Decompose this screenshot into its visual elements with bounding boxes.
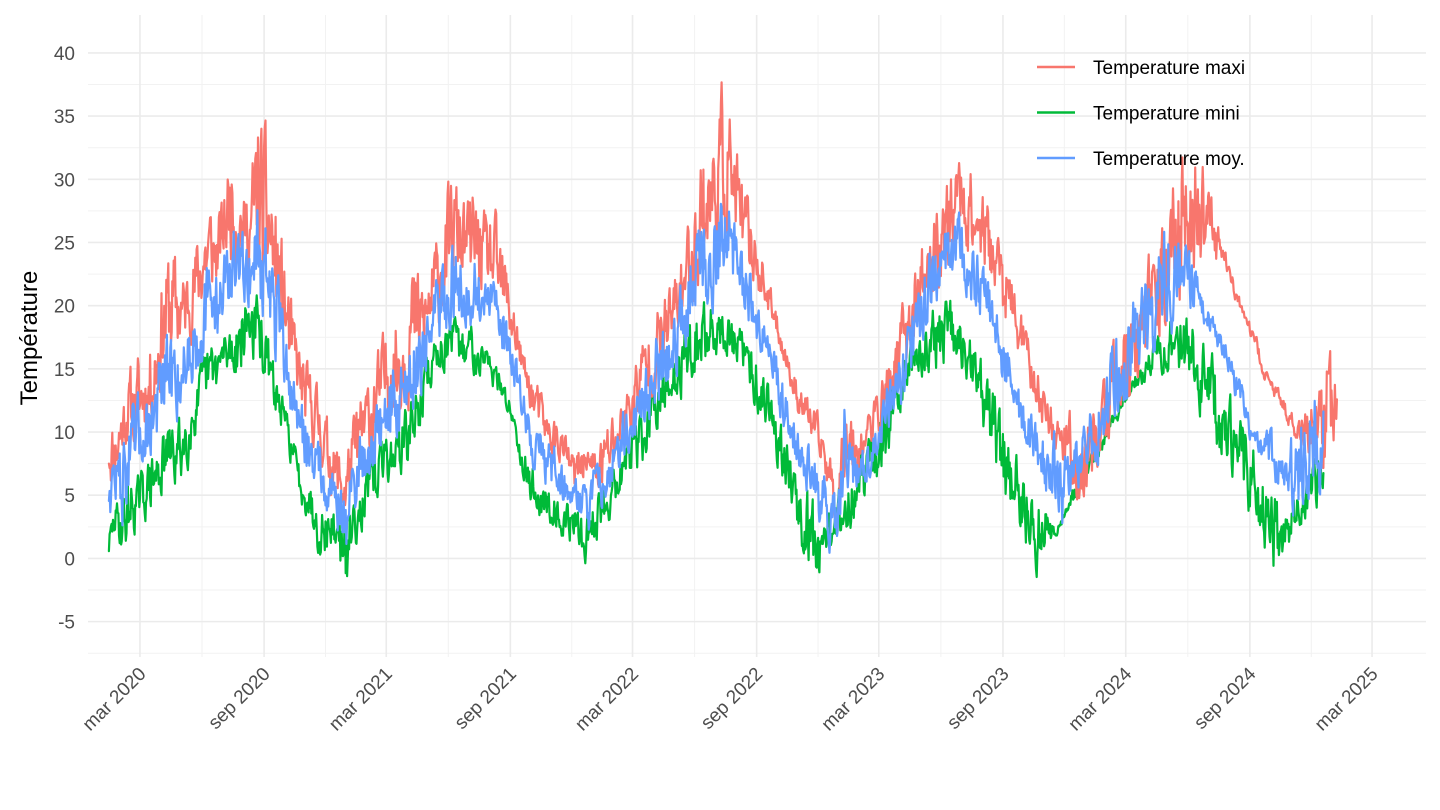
y-tick-label: 5 <box>64 486 75 507</box>
y-tick-label: 35 <box>54 107 75 128</box>
y-axis-title: Température <box>16 271 43 406</box>
y-tick-label: 30 <box>54 170 75 191</box>
y-tick-label: 0 <box>64 549 75 570</box>
y-tick-label: -5 <box>58 613 75 634</box>
y-tick-label: 10 <box>54 423 75 444</box>
series-lines <box>107 81 1338 579</box>
legend-label: Temperature mini <box>1093 104 1240 125</box>
y-tick-label: 25 <box>54 233 75 254</box>
series-line-temperature-mini <box>107 294 1325 579</box>
legend-label: Temperature moy. <box>1093 149 1245 170</box>
legend-label: Temperature maxi <box>1093 58 1245 79</box>
y-tick-label: 15 <box>54 360 75 381</box>
y-axis-ticks: -5 0 5 10 15 20 25 30 35 40 <box>54 44 75 634</box>
y-tick-label: 40 <box>54 44 75 65</box>
legend: Temperature maxi Temperature mini Temperat… <box>1037 58 1245 170</box>
y-tick-label: 20 <box>54 297 75 318</box>
series-line-temperature-moy <box>107 202 1325 554</box>
